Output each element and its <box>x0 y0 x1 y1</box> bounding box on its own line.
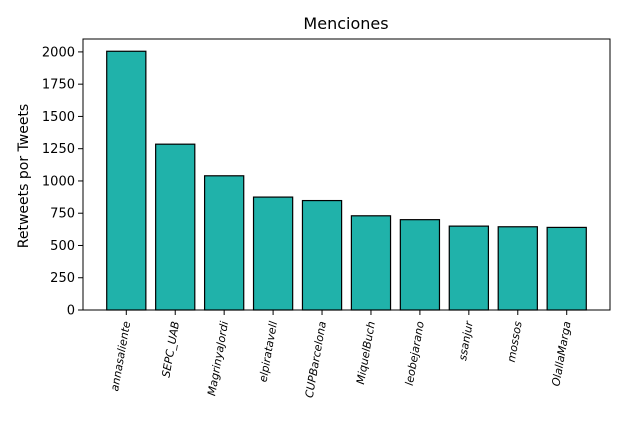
y-tick-label: 2000 <box>42 45 75 60</box>
bar-annasaliente <box>106 50 147 311</box>
y-tick-label: 750 <box>50 207 75 222</box>
plot-frame <box>82 38 611 311</box>
bar-mossos <box>497 226 538 311</box>
x-tick-label: OlallaMarga <box>549 320 573 387</box>
y-axis: 0 250 500 750 1000 1250 1500 1750 2000 <box>42 45 83 319</box>
x-tick-label: elpiratavell <box>257 320 280 383</box>
bar-SEPC_UAB <box>155 143 196 311</box>
y-axis-label: Retweets por Tweets <box>16 104 32 248</box>
bar-CUPBarcelona <box>301 199 343 311</box>
chart-title: Menciones <box>303 14 388 33</box>
bar-OlallaMarga <box>546 226 587 311</box>
x-tick-label: ssanjur <box>456 319 476 362</box>
x-axis: annasaliente SEPC_UAB MagrinyaJordi elpirat… <box>108 310 574 399</box>
bar-MagrinyaJordi <box>203 175 245 311</box>
x-tick-label: leobejarano <box>403 320 427 387</box>
bar-elpiratavell <box>252 196 294 311</box>
x-tick-label: MagrinyaJordi <box>205 320 231 397</box>
x-tick-label: annasaliente <box>108 320 133 392</box>
bar-MiquelBuch <box>350 215 392 311</box>
bar-leobejarano <box>399 219 441 311</box>
y-tick-label: 1000 <box>42 174 75 189</box>
bar-ssanjur <box>448 225 490 311</box>
y-tick-label: 0 <box>67 304 75 319</box>
y-tick-label: 250 <box>50 271 75 286</box>
y-tick-label: 1750 <box>42 78 75 93</box>
y-tick-label: 1250 <box>42 142 75 157</box>
x-tick-label: mossos <box>505 320 525 363</box>
bars-group <box>106 50 587 311</box>
x-tick-label: MiquelBuch <box>354 320 378 385</box>
x-tick-label: CUPBarcelona <box>303 320 329 399</box>
x-tick-label: SEPC_UAB <box>160 320 183 378</box>
y-tick-label: 1500 <box>42 110 75 125</box>
y-tick-label: 500 <box>50 239 75 254</box>
